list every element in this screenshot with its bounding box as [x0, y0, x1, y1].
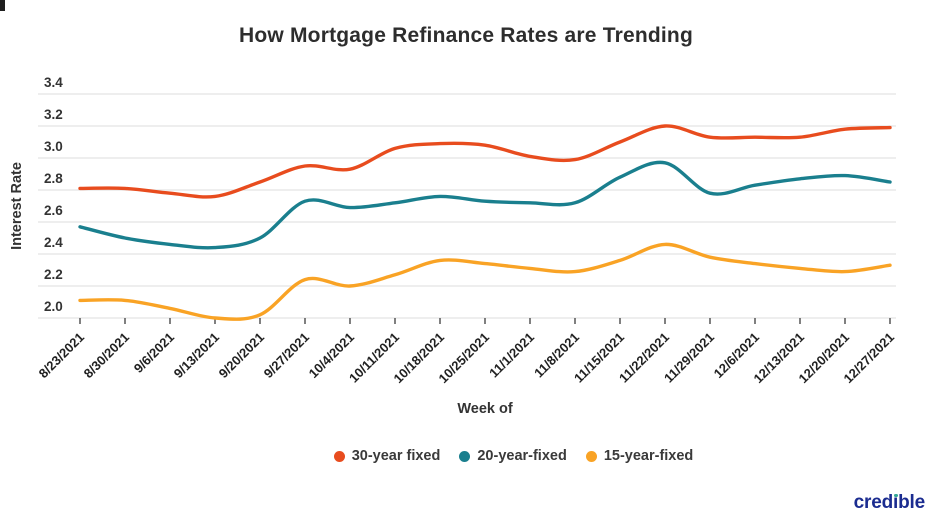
legend-dot-icon — [459, 450, 471, 462]
series-line-20-year-fixed — [78, 160, 892, 250]
legend-item-20-year-fixed: 20-year-fixed — [459, 448, 567, 464]
legend-dot-icon — [333, 450, 345, 462]
y-tick-label: 2.8 — [44, 171, 63, 186]
x-tick-label: 8/23/2021 — [36, 330, 88, 382]
x-tick-label: 8/30/2021 — [81, 330, 133, 382]
x-tick-label: 9/6/2021 — [131, 330, 177, 376]
logo-i-dot: ı — [893, 492, 899, 513]
x-tick-label: 11/1/2021 — [486, 330, 537, 381]
legend-dot-icon — [585, 450, 597, 462]
credible-logo: credıble — [853, 492, 926, 513]
y-tick-label: 2.4 — [44, 235, 63, 250]
legend-label: 30-year fixed — [351, 448, 441, 464]
legend-label: 15-year-fixed — [603, 448, 694, 464]
x-tick-label: 9/27/2021 — [261, 330, 313, 382]
y-tick-label: 3.0 — [44, 139, 63, 154]
series-line-30-year-fixed — [78, 124, 892, 199]
series-line-15-year-fixed — [78, 242, 892, 321]
legend: 30-year fixed 20-year-fixed 15-year-fixe… — [95, 448, 932, 464]
y-tick-label: 2.0 — [44, 299, 63, 314]
y-tick-label: 3.4 — [44, 75, 63, 90]
x-tick-label: 9/13/2021 — [171, 330, 223, 382]
y-tick-label: 2.2 — [44, 267, 63, 282]
legend-item-30-year-fixed: 30-year fixed — [333, 448, 441, 464]
legend-item-15-year-fixed: 15-year-fixed — [585, 448, 694, 464]
x-axis-title: Week of — [457, 401, 513, 417]
x-tick-label: 9/20/2021 — [216, 330, 268, 382]
screenshot-corner-artifact — [0, 0, 5, 11]
y-tick-label: 3.2 — [44, 107, 63, 122]
y-tick-label: 2.6 — [44, 203, 63, 218]
y-axis-title: Interest Rate — [9, 162, 25, 250]
legend-label: 20-year-fixed — [477, 448, 567, 464]
chart-title: How Mortgage Refinance Rates are Trendin… — [239, 24, 693, 47]
